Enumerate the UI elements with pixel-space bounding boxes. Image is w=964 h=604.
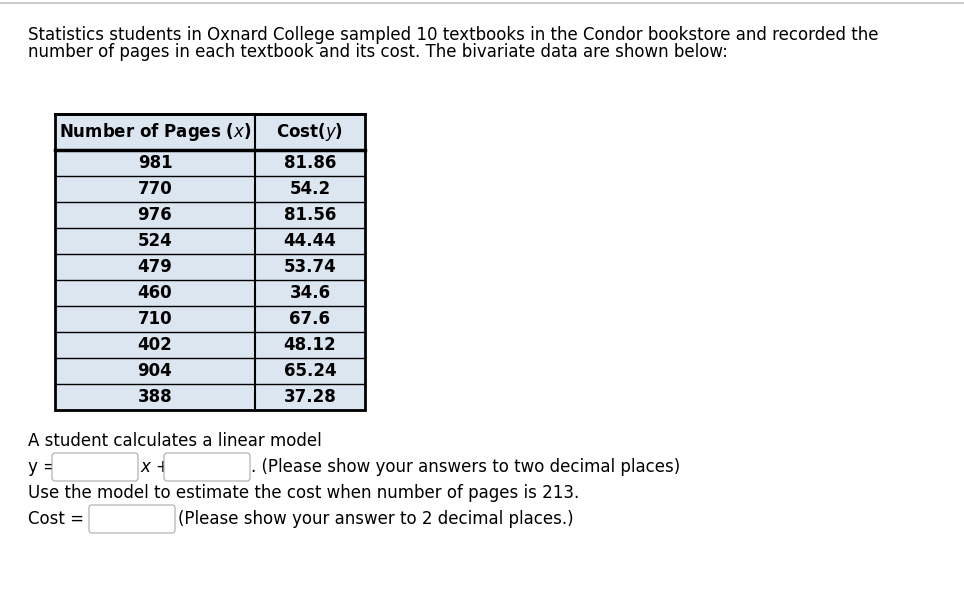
Text: A student calculates a linear model: A student calculates a linear model [28,432,322,450]
Text: 53.74: 53.74 [283,258,336,276]
Text: Use the model to estimate the cost when number of pages is 213.: Use the model to estimate the cost when … [28,484,579,502]
Bar [55,114,365,150]
Text: (Please show your answer to 2 decimal places.): (Please show your answer to 2 decimal pl… [178,510,574,528]
Text: 54.2: 54.2 [289,180,331,198]
FancyBboxPatch shape [164,453,250,481]
Text: 981: 981 [138,154,173,172]
Bar [55,384,365,410]
Text: 81.56: 81.56 [283,206,336,224]
Text: . (Please show your answers to two decimal places): . (Please show your answers to two decim… [251,458,681,476]
Bar [55,202,365,228]
Text: 388: 388 [138,388,173,406]
Text: 44.44: 44.44 [283,232,336,250]
Text: y =: y = [28,458,57,476]
Text: 67.6: 67.6 [289,310,331,328]
Bar [55,176,365,202]
Text: 770: 770 [138,180,173,198]
Text: Cost = $: Cost = $ [28,510,100,528]
Text: Number of Pages ($x$): Number of Pages ($x$) [59,121,252,143]
FancyBboxPatch shape [89,505,175,533]
Text: 402: 402 [138,336,173,354]
Text: $x$ +: $x$ + [140,458,170,476]
FancyBboxPatch shape [52,453,138,481]
Text: 65.24: 65.24 [283,362,336,380]
Bar [55,280,365,306]
Text: 81.86: 81.86 [283,154,336,172]
Text: 37.28: 37.28 [283,388,336,406]
Text: Statistics students in Oxnard College sampled 10 textbooks in the Condor booksto: Statistics students in Oxnard College sa… [28,26,878,44]
Text: 524: 524 [138,232,173,250]
Bar [55,254,365,280]
Bar [55,306,365,332]
Text: 710: 710 [138,310,173,328]
Text: 48.12: 48.12 [283,336,336,354]
Bar [55,332,365,358]
Bar [55,228,365,254]
Text: 34.6: 34.6 [289,284,331,302]
Text: 479: 479 [138,258,173,276]
Text: 976: 976 [138,206,173,224]
Bar [55,114,365,410]
Bar [55,358,365,384]
Text: Cost($y$): Cost($y$) [277,121,343,143]
Text: 460: 460 [138,284,173,302]
Bar [55,150,365,176]
Text: 904: 904 [138,362,173,380]
Text: number of pages in each textbook and its cost. The bivariate data are shown belo: number of pages in each textbook and its… [28,43,728,61]
